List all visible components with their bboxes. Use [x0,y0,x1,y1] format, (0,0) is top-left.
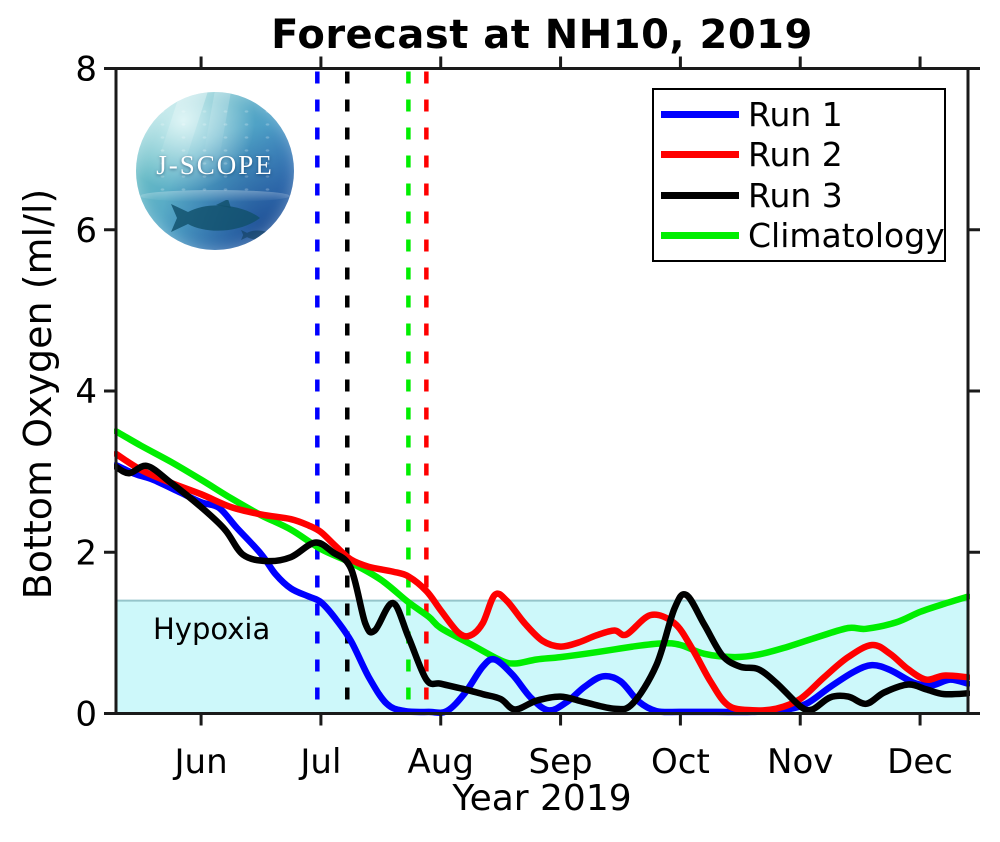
axes-box-and-ticks [104,56,980,726]
y-tick-label: 4 [75,372,97,412]
legend-label: Climatology [748,216,945,256]
jscope-logo: J-SCOPE [136,92,294,250]
x-axis-label: Year 2019 [452,778,632,819]
climatology-line-swatch-icon [661,232,739,240]
fish-icon [241,230,273,240]
water-glint-icon [140,190,290,202]
x-tick-label: Nov [767,742,833,782]
tick-labels: Jun Jul Aug Sep Oct Nov Dec 0 2 4 6 8 [75,50,953,783]
legend-label: Run 3 [748,175,843,215]
hypoxia-region-label: Hypoxia [153,612,271,646]
x-tick-label: Jul [298,742,341,782]
legend-item-run2: Run 2 [654,135,944,175]
fish-icon [171,200,260,232]
run2-line-swatch-icon [661,151,739,159]
jscope-logo-text: J-SCOPE [156,150,274,180]
x-tick-label: Sep [529,742,593,782]
fish-school-specks-icon [151,104,287,192]
series-lines [114,428,970,716]
legend-item-run1: Run 1 [654,94,944,134]
run1-line-swatch-icon [661,110,739,118]
y-tick-label: 8 [75,50,97,90]
x-tick-label: Aug [408,742,474,782]
legend-label: Run 1 [748,94,843,134]
legend: Run 1 Run 2 Run 3 Climatology [652,88,946,262]
series-line-climatology [114,428,970,667]
series-line-run3 [114,462,970,714]
legend-item-run3: Run 3 [654,175,944,215]
run3-line-swatch-icon [661,191,739,199]
x-tick-label: Jun [173,742,228,782]
legend-label: Run 2 [748,135,843,175]
y-tick-label: 6 [75,211,97,251]
y-tick-label: 2 [75,533,97,573]
x-tick-label: Oct [651,742,710,782]
series-line-run2 [114,450,970,714]
x-tick-label: Dec [887,742,953,782]
y-axis-label: Bottom Oxygen (ml/l) [16,188,60,600]
y-tick-label: 0 [75,695,97,735]
chart-title: Forecast at NH10, 2019 [271,12,813,58]
legend-item-climatology: Climatology [654,216,945,256]
series-line-run1 [114,461,970,716]
